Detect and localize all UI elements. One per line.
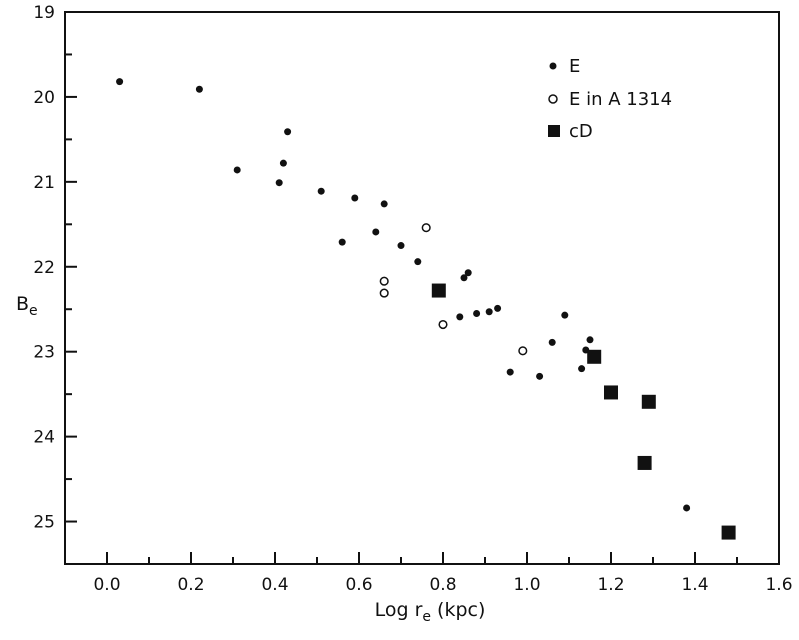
point-e (548, 338, 556, 346)
point-e-in-a1314 (438, 319, 448, 330)
x-axis-label-unit: (kpc) (437, 599, 485, 621)
point-cd (431, 283, 446, 298)
y-axis-label-main: B (16, 293, 29, 315)
legend-label-e-in-a1314: E in A 1314 (569, 89, 672, 110)
point-e (586, 336, 594, 344)
legend: E E in A 1314 cD (548, 56, 672, 142)
point-e-in-a1314 (379, 276, 389, 286)
point-e (494, 304, 502, 312)
legend-label-cd: cD (569, 121, 593, 142)
point-e (380, 200, 388, 208)
y-tick-label: 21 (33, 173, 55, 193)
data-points (116, 78, 736, 540)
y-tick-label: 20 (33, 88, 55, 108)
point-e (397, 242, 405, 250)
point-cd (587, 349, 602, 364)
y-axis-ticks: 19 20 21 22 23 24 25 (33, 3, 77, 565)
x-tick-label: 0.0 (93, 575, 120, 595)
y-tick-label: 24 (33, 428, 55, 448)
point-e (195, 85, 203, 93)
legend-label-e: E (569, 56, 580, 77)
point-e (473, 309, 481, 317)
x-tick-label: 0.6 (345, 575, 372, 595)
point-e (317, 187, 325, 195)
x-tick-label: 1.6 (765, 575, 792, 595)
y-tick-label: 25 (33, 513, 55, 533)
point-e (351, 194, 359, 202)
point-e-in-a1314 (518, 346, 528, 356)
point-e (578, 365, 586, 373)
point-e (506, 368, 514, 376)
x-axis-label: Log re (kpc) (375, 599, 486, 625)
x-axis-label-subscript: e (422, 609, 431, 625)
point-e-in-a1314 (379, 288, 389, 298)
point-e (456, 313, 464, 321)
x-axis-label-main: Log r (375, 599, 423, 621)
x-tick-label: 1.0 (513, 575, 540, 595)
point-e (279, 159, 287, 167)
point-e (683, 504, 691, 512)
point-cd (641, 394, 656, 409)
legend-marker-cd (548, 125, 560, 137)
x-tick-label: 0.8 (429, 575, 456, 595)
y-axis-label-subscript: e (29, 303, 38, 319)
point-e (233, 166, 241, 174)
point-e (536, 372, 544, 380)
x-tick-label: 0.2 (177, 575, 204, 595)
point-e-in-a1314 (421, 223, 431, 233)
point-e (464, 269, 472, 277)
plot-frame (64, 11, 780, 565)
point-cd (721, 525, 736, 540)
x-tick-label: 1.2 (597, 575, 624, 595)
point-e (460, 274, 468, 282)
point-e (372, 228, 380, 236)
legend-marker-e-in-a1314 (548, 94, 558, 104)
point-cd (604, 385, 618, 400)
y-axis-label: Be (16, 293, 38, 319)
point-e (414, 258, 422, 266)
x-tick-label: 0.4 (261, 575, 288, 595)
y-tick-label: 23 (33, 343, 55, 363)
y-tick-label: 19 (33, 3, 55, 23)
point-cd (637, 455, 652, 470)
point-e (485, 308, 493, 316)
point-e (561, 311, 569, 319)
x-tick-label: 1.4 (681, 575, 708, 595)
legend-marker-e (549, 62, 557, 70)
x-axis-ticks: 0.0 0.2 0.4 0.6 0.8 1.0 1.2 1.4 1.6 (93, 552, 793, 595)
point-e (116, 78, 124, 86)
y-tick-label: 22 (33, 258, 55, 278)
point-e (284, 128, 292, 136)
point-e (275, 179, 283, 187)
point-e (338, 238, 346, 246)
